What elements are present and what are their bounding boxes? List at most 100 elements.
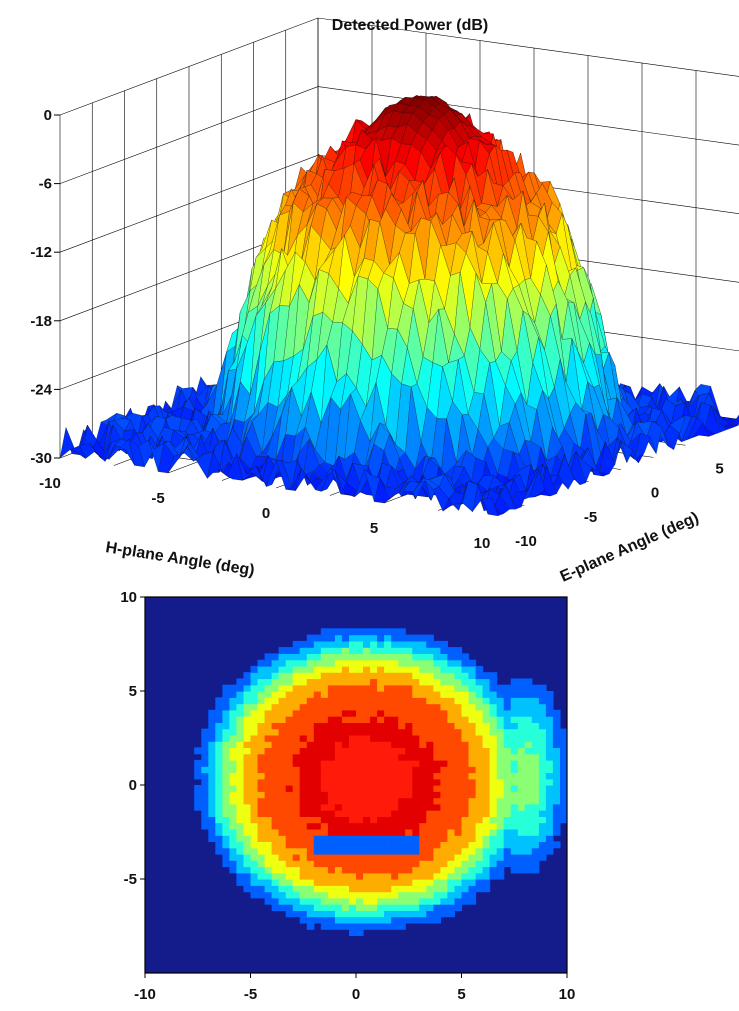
contour-cell [349, 853, 357, 861]
contour-cell [517, 785, 526, 792]
contour-cell [454, 791, 463, 799]
contour-cell [482, 791, 491, 799]
contour-cell [341, 697, 350, 705]
contour-cell [229, 766, 237, 774]
contour-cell [363, 691, 371, 698]
grid-line [59, 17, 739, 116]
contour-cell [278, 828, 287, 836]
contour-cell [306, 659, 315, 667]
contour-cell [538, 703, 547, 711]
contour-cell [433, 891, 441, 899]
contour-cell [419, 916, 427, 924]
contour-cell [489, 791, 498, 799]
contour-cell [503, 810, 512, 817]
contour-cell [524, 703, 533, 711]
contour-cell [356, 885, 364, 893]
contour-cell [285, 879, 294, 886]
contour-cell [468, 684, 477, 692]
contour-cell [250, 691, 259, 698]
contour-cell [250, 866, 259, 874]
contour-cell [285, 904, 294, 911]
contour-cell [292, 672, 301, 680]
contour-cell [278, 741, 287, 748]
contour-cell [341, 891, 350, 899]
contour-cell [496, 759, 505, 767]
contour-cell [306, 828, 315, 836]
contour-cell [292, 835, 301, 842]
contour-cell [440, 728, 448, 736]
contour-cell [215, 728, 223, 736]
contour-cell [482, 753, 491, 761]
contour-cell [531, 803, 540, 811]
contour-cell [278, 772, 287, 780]
contour-cell [292, 728, 301, 736]
contour-cell [243, 734, 252, 742]
contour-cell [433, 734, 441, 742]
contour-cell [377, 640, 385, 648]
contour-cell [545, 728, 554, 736]
contour-cell [201, 741, 209, 748]
contour-cell [398, 697, 406, 705]
contour-cell [257, 703, 266, 711]
contour-cell [236, 691, 244, 698]
contour-cell [475, 797, 484, 805]
contour-cell [475, 866, 484, 874]
contour-cell [320, 922, 329, 930]
contour-cell [313, 703, 322, 711]
contour-cell [475, 703, 484, 711]
contour-cell [201, 747, 209, 755]
contour-cell [405, 797, 413, 805]
contour-cell [236, 879, 244, 886]
contour-cell [461, 753, 470, 761]
contour-cell [201, 728, 209, 736]
contour-cell [257, 816, 266, 824]
contour-cell [384, 803, 392, 811]
contour-cell [496, 791, 505, 799]
contour-cell [264, 778, 273, 786]
contour-cell [482, 722, 491, 730]
contour-cell [370, 747, 378, 755]
contour-cell [503, 841, 512, 849]
contour-cell [229, 797, 237, 805]
contour-cell [341, 879, 350, 886]
contour-cell [384, 703, 392, 711]
contour-cell [496, 697, 505, 705]
contour-cell [482, 741, 491, 748]
contour-cell [391, 922, 399, 930]
y-tick-label: -5 [584, 509, 597, 526]
contour-cell [552, 828, 561, 836]
contour-cell [229, 803, 237, 811]
contour-cell [285, 797, 294, 805]
contour-cell [405, 709, 413, 717]
contour-cell [229, 772, 237, 780]
contour-cell [454, 722, 463, 730]
contour-cell [278, 904, 287, 911]
contour-cell [475, 853, 484, 861]
contour-cell [475, 722, 484, 730]
contour-cell [377, 722, 385, 730]
contour-cell [503, 803, 512, 811]
contour-cell [384, 872, 392, 880]
contour-cell [370, 640, 378, 648]
contour-cell [285, 741, 294, 748]
contour-cell [292, 885, 301, 893]
contour-cell [264, 659, 273, 667]
contour-cell [320, 709, 329, 717]
contour-cell [243, 778, 252, 786]
contour-cell [313, 872, 322, 880]
contour-cell [257, 803, 266, 811]
contour-cell [560, 785, 567, 792]
contour-cell [327, 640, 336, 648]
contour-cell [426, 716, 434, 723]
contour-cell [306, 634, 315, 642]
contour-cell [356, 778, 364, 786]
contour-cell [538, 747, 547, 755]
contour-cell [236, 741, 244, 748]
contour-cell [475, 766, 484, 774]
contour-cell [349, 910, 357, 918]
contour-cell [377, 810, 385, 817]
contour-cell [419, 772, 427, 780]
contour-cell [243, 810, 252, 817]
contour-cell [250, 828, 259, 836]
contour-cell [299, 722, 308, 730]
